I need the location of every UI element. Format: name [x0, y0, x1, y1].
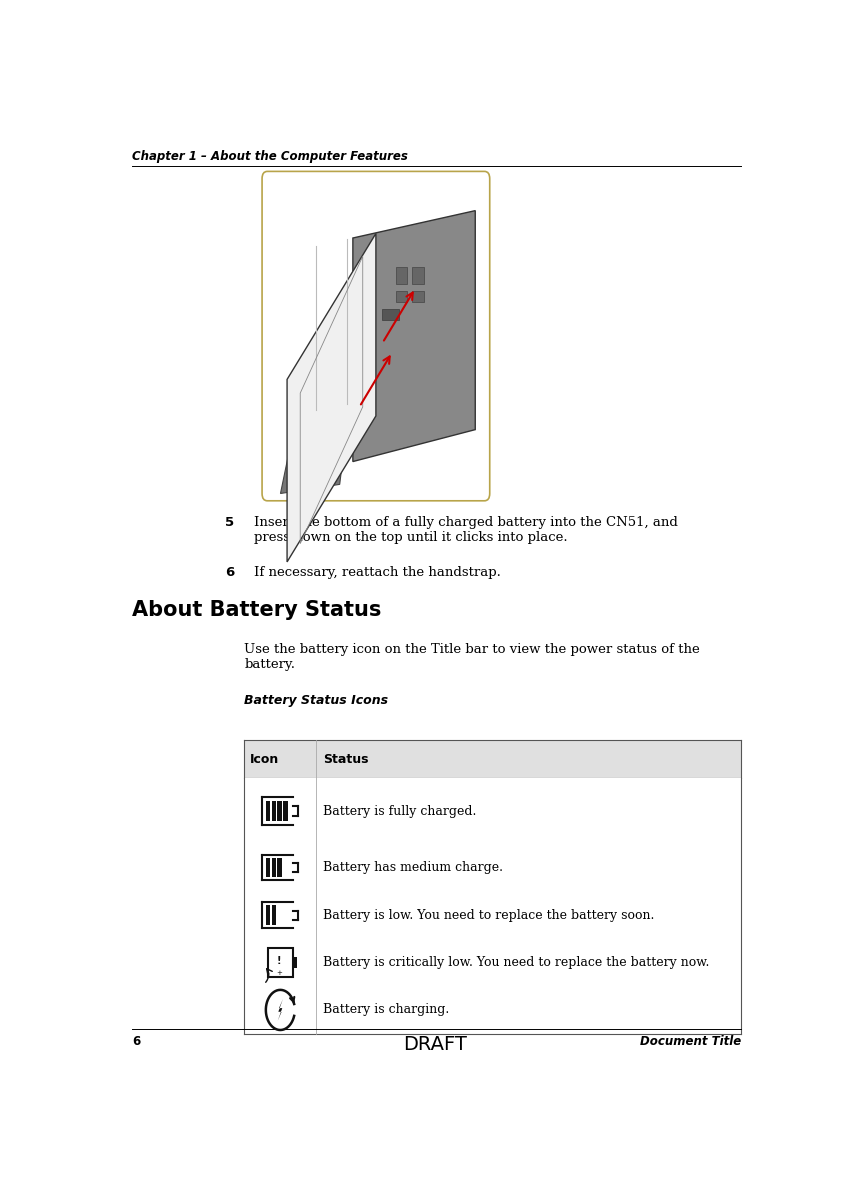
Text: 6: 6: [225, 565, 234, 578]
Text: About Battery Status: About Battery Status: [132, 601, 382, 620]
Text: !: !: [277, 956, 281, 966]
Polygon shape: [353, 211, 475, 461]
Text: Use the battery icon on the Title bar to view the power status of the
battery.: Use the battery icon on the Title bar to…: [245, 643, 700, 671]
FancyBboxPatch shape: [262, 172, 490, 501]
Bar: [245, 739, 741, 779]
Bar: [266, 905, 270, 924]
Text: Battery Status Icons: Battery Status Icons: [245, 694, 389, 707]
Text: Battery is low. You need to replace the battery soon.: Battery is low. You need to replace the …: [323, 909, 655, 922]
Text: Chapter 1 – About the Computer Features: Chapter 1 – About the Computer Features: [132, 150, 408, 164]
Text: If necessary, reattach the handstrap.: If necessary, reattach the handstrap.: [254, 565, 501, 578]
Text: +: +: [276, 969, 282, 975]
Text: 6: 6: [132, 1035, 141, 1048]
Bar: [396, 292, 408, 302]
Bar: [266, 858, 270, 877]
Bar: [266, 801, 270, 821]
Text: Status: Status: [323, 752, 368, 766]
Polygon shape: [278, 999, 283, 1021]
Bar: [272, 801, 276, 821]
Bar: [245, 844, 741, 891]
Polygon shape: [287, 233, 376, 562]
Bar: [382, 309, 399, 320]
Bar: [245, 891, 741, 939]
Bar: [278, 858, 282, 877]
Bar: [245, 779, 741, 844]
Text: 5: 5: [225, 517, 234, 530]
Polygon shape: [280, 430, 346, 493]
Bar: [396, 267, 408, 283]
Bar: [284, 801, 288, 821]
Bar: [412, 267, 424, 283]
Text: Icon: Icon: [250, 752, 278, 766]
Bar: [278, 801, 282, 821]
Bar: [412, 292, 424, 302]
Text: Battery has medium charge.: Battery has medium charge.: [323, 861, 503, 875]
Bar: [293, 957, 296, 968]
Text: Battery is fully charged.: Battery is fully charged.: [323, 805, 476, 818]
Text: Insert the bottom of a fully charged battery into the CN51, and
press down on th: Insert the bottom of a fully charged bat…: [254, 517, 678, 544]
Bar: [272, 858, 276, 877]
Text: Battery is charging.: Battery is charging.: [323, 1004, 449, 1017]
Bar: [272, 905, 276, 924]
Text: Battery is critically low. You need to replace the battery now.: Battery is critically low. You need to r…: [323, 956, 709, 969]
Text: DRAFT: DRAFT: [403, 1035, 467, 1053]
Bar: [245, 939, 741, 986]
Bar: [245, 986, 741, 1033]
Text: Document Title: Document Title: [640, 1035, 741, 1048]
Bar: [267, 948, 293, 978]
